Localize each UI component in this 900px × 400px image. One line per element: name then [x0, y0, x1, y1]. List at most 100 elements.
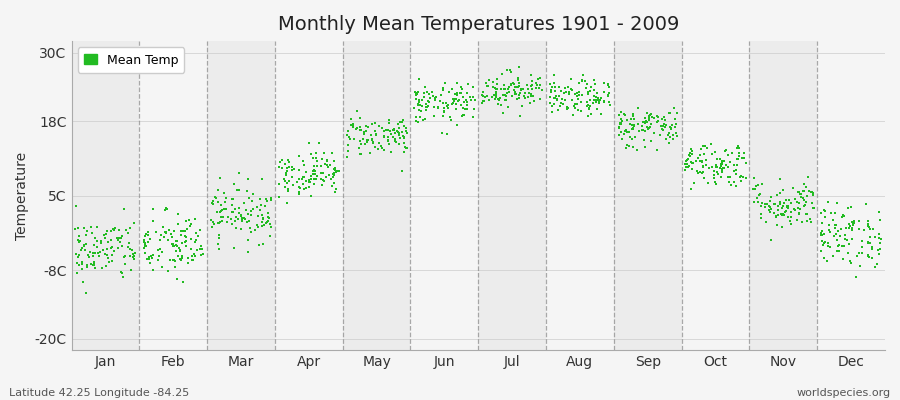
Point — [186, 251, 201, 257]
Point — [420, 103, 435, 109]
Point — [383, 127, 398, 134]
Point — [219, 206, 233, 212]
Point — [636, 136, 651, 143]
Point — [112, 234, 127, 241]
Point — [206, 198, 220, 204]
Point — [93, 249, 107, 255]
Point — [70, 237, 85, 243]
Point — [242, 224, 256, 231]
Point — [614, 129, 628, 136]
Point — [453, 90, 467, 96]
Point — [686, 159, 700, 166]
Point — [292, 176, 306, 182]
Point — [238, 200, 252, 207]
Point — [417, 90, 431, 96]
Point — [275, 156, 290, 163]
Point — [615, 118, 629, 125]
Point — [345, 122, 359, 128]
Point — [292, 191, 307, 197]
Point — [391, 129, 405, 136]
Point — [481, 82, 495, 89]
Point — [212, 187, 226, 193]
Point — [205, 200, 220, 206]
Point — [526, 92, 540, 99]
Point — [428, 96, 443, 103]
Point — [72, 262, 86, 268]
Point — [346, 124, 361, 130]
Point — [212, 220, 226, 226]
Point — [272, 193, 286, 200]
Point — [140, 256, 154, 262]
Point — [409, 118, 423, 124]
Point — [638, 115, 652, 122]
Point — [281, 187, 295, 194]
Point — [308, 171, 322, 177]
Point — [511, 74, 526, 81]
Point — [118, 261, 132, 267]
Point — [99, 263, 113, 269]
Point — [663, 126, 678, 132]
Point — [153, 246, 167, 252]
Point — [364, 132, 378, 138]
Point — [491, 81, 505, 88]
Point — [261, 218, 275, 224]
Point — [842, 225, 856, 232]
Point — [204, 217, 219, 224]
Point — [464, 97, 478, 104]
Point — [255, 212, 269, 219]
Point — [579, 85, 593, 92]
Point — [328, 166, 343, 172]
Point — [388, 136, 402, 142]
Point — [69, 269, 84, 276]
Point — [508, 89, 522, 95]
Title: Monthly Mean Temperatures 1901 - 2009: Monthly Mean Temperatures 1901 - 2009 — [277, 15, 679, 34]
Point — [493, 86, 508, 92]
Point — [118, 252, 132, 259]
Point — [572, 88, 586, 95]
Point — [565, 112, 580, 119]
Point — [531, 75, 545, 82]
Point — [527, 98, 542, 105]
Point — [410, 102, 425, 108]
Point — [137, 245, 151, 251]
Point — [475, 100, 490, 106]
Point — [276, 176, 291, 182]
Point — [145, 255, 159, 262]
Point — [597, 99, 611, 106]
Point — [193, 245, 207, 252]
Point — [250, 213, 265, 220]
Point — [112, 244, 126, 251]
Point — [160, 268, 175, 274]
Point — [146, 218, 160, 224]
Point — [249, 204, 264, 210]
Point — [75, 266, 89, 273]
Point — [233, 212, 248, 218]
Point — [168, 248, 183, 254]
Point — [695, 159, 709, 166]
Point — [445, 117, 459, 124]
Point — [184, 236, 198, 242]
Point — [375, 144, 390, 151]
Point — [349, 126, 364, 132]
Point — [590, 90, 604, 96]
Point — [709, 168, 724, 175]
Point — [544, 109, 559, 116]
Point — [393, 135, 408, 141]
Point — [320, 161, 334, 168]
Point — [272, 164, 286, 170]
Point — [758, 204, 772, 210]
Point — [225, 202, 239, 208]
Point — [668, 124, 682, 130]
Point — [638, 144, 652, 150]
Point — [94, 240, 109, 246]
Point — [366, 140, 381, 146]
Point — [562, 91, 576, 98]
Point — [211, 241, 225, 248]
Point — [794, 194, 808, 200]
Point — [680, 161, 695, 167]
Point — [436, 112, 450, 119]
Point — [74, 247, 88, 253]
Point — [668, 116, 682, 122]
Point — [467, 96, 482, 103]
Point — [642, 125, 656, 131]
